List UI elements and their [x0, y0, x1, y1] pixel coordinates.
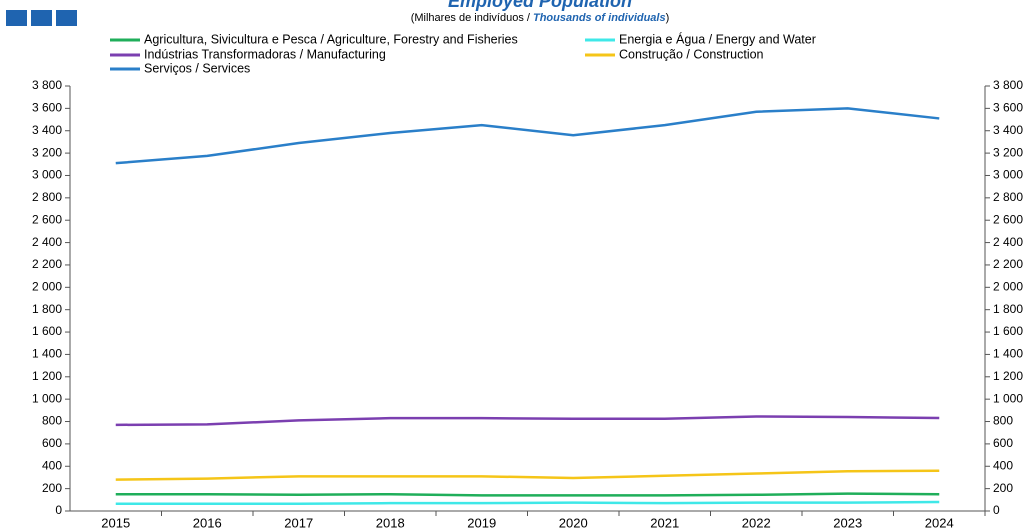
x-tick-label: 2017: [284, 515, 313, 530]
y-tick-label: 200: [42, 481, 62, 495]
y-tick-label: 2 200: [32, 257, 62, 271]
y2-tick-label: 1 000: [993, 391, 1023, 405]
y-tick-label: 1 400: [32, 347, 62, 361]
y-tick-label: 3 400: [32, 123, 62, 137]
subtitle-part: (Milhares de indivíduos /: [411, 12, 533, 24]
x-tick-label: 2015: [101, 515, 130, 530]
chart-title: Employed Population: [448, 0, 632, 11]
y2-tick-label: 3 400: [993, 123, 1023, 137]
y-tick-label: 1 000: [32, 391, 62, 405]
x-tick-label: 2020: [559, 515, 588, 530]
y-tick-label: 3 000: [32, 168, 62, 182]
y2-tick-label: 600: [993, 436, 1013, 450]
x-tick-label: 2022: [742, 515, 771, 530]
y-tick-label: 800: [42, 414, 62, 428]
x-tick-label: 2023: [833, 515, 862, 530]
y-tick-label: 2 400: [32, 235, 62, 249]
y-tick-label: 1 200: [32, 369, 62, 383]
logo-square: [31, 10, 52, 26]
y2-tick-label: 1 400: [993, 347, 1023, 361]
y-tick-label: 3 600: [32, 101, 62, 115]
legend-label: Serviços / Services: [144, 61, 250, 75]
y2-tick-label: 3 000: [993, 168, 1023, 182]
y2-tick-label: 200: [993, 481, 1013, 495]
y2-tick-label: 1 200: [993, 369, 1023, 383]
legend-label: Energia e Água / Energy and Water: [619, 31, 816, 46]
y-tick-label: 1 600: [32, 324, 62, 338]
x-tick-label: 2016: [193, 515, 222, 530]
chart-subtitle: (Milhares de indivíduos / Thousands of i…: [411, 12, 670, 24]
series-line: [115, 492, 940, 497]
subtitle-part: ): [666, 12, 670, 24]
y2-tick-label: 3 200: [993, 145, 1023, 159]
y2-tick-label: 3 800: [993, 78, 1023, 92]
series-line: [115, 415, 940, 427]
y-tick-label: 2 600: [32, 212, 62, 226]
y-tick-label: 2 800: [32, 190, 62, 204]
legend-label: Agricultura, Sivicultura e Pesca / Agric…: [144, 32, 518, 46]
logo-square: [56, 10, 77, 26]
x-tick-label: 2024: [925, 515, 954, 530]
series-line: [115, 500, 940, 505]
x-tick-label: 2021: [650, 515, 679, 530]
y2-tick-label: 2 600: [993, 212, 1023, 226]
legend-label: Indústrias Transformadoras / Manufacturi…: [144, 47, 386, 61]
y2-tick-label: 0: [993, 503, 1000, 517]
y2-tick-label: 2 000: [993, 279, 1023, 293]
y-tick-label: 0: [55, 503, 62, 517]
y2-tick-label: 1 800: [993, 302, 1023, 316]
y-tick-label: 1 800: [32, 302, 62, 316]
y2-tick-label: 1 600: [993, 324, 1023, 338]
y-tick-label: 2 000: [32, 279, 62, 293]
series-line: [115, 107, 940, 165]
x-tick-label: 2019: [467, 515, 496, 530]
y2-tick-label: 3 600: [993, 101, 1023, 115]
y2-tick-label: 2 400: [993, 235, 1023, 249]
legend-label: Construção / Construction: [619, 47, 764, 61]
y2-tick-label: 2 200: [993, 257, 1023, 271]
y-tick-label: 400: [42, 458, 62, 472]
series-line: [115, 469, 940, 481]
subtitle-part: Thousands of individuals: [533, 12, 666, 24]
y-tick-label: 3 800: [32, 78, 62, 92]
y2-tick-label: 400: [993, 458, 1013, 472]
y-tick-label: 3 200: [32, 145, 62, 159]
y-tick-label: 600: [42, 436, 62, 450]
y2-tick-label: 800: [993, 414, 1013, 428]
logo-square: [6, 10, 27, 26]
y2-tick-label: 2 800: [993, 190, 1023, 204]
x-tick-label: 2018: [376, 515, 405, 530]
